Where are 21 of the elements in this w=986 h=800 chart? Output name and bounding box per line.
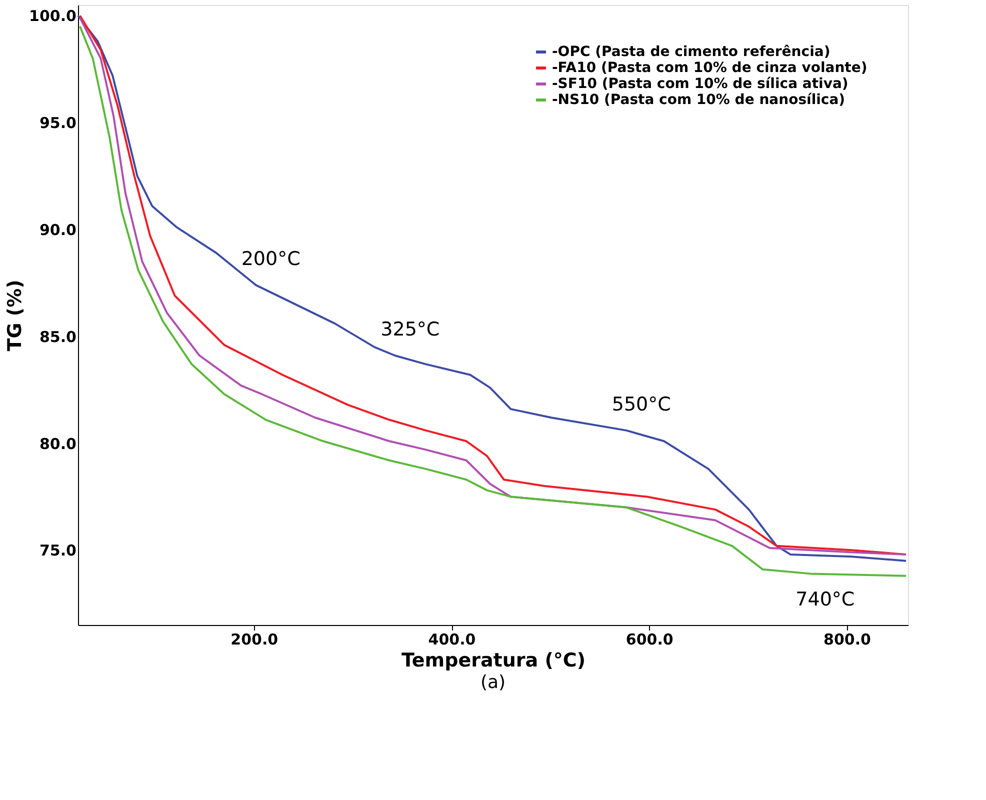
y-tick-label: 75.0 (39, 542, 76, 560)
annotation: 550°C (612, 393, 671, 416)
x-tick-label: 400.0 (428, 630, 476, 648)
text: (a) (480, 672, 506, 693)
y-tick-label: 80.0 (39, 434, 76, 453)
y-axis-title: TG (%) (4, 280, 26, 352)
annotation: 325°C (380, 318, 440, 341)
annotation: 200°C (241, 248, 300, 270)
x-tick-label: 200.0 (230, 630, 278, 648)
y-tick-label: 95.0 (39, 114, 76, 132)
legend-label: -OPC (Pasta de cimento referência) (552, 44, 830, 60)
y-tick-label: 100.0 (29, 7, 76, 26)
x-tick-label: 800.0 (824, 630, 871, 648)
x-axis-title: Temperatura (°C) (401, 650, 586, 672)
y-tick-label: 85.0 (39, 328, 76, 346)
y-tick-label: 90.0 (39, 220, 76, 239)
legend-label: -NS10 (Pasta com 10% de nanosílica) (552, 92, 846, 108)
x-tick-label: 600.0 (626, 630, 674, 648)
legend-label: -SF10 (Pasta com 10% de sílica ativa) (552, 76, 848, 92)
annotation: 740°C (796, 588, 855, 611)
legend-label: -FA10 (Pasta com 10% de cinza volante) (552, 60, 868, 76)
